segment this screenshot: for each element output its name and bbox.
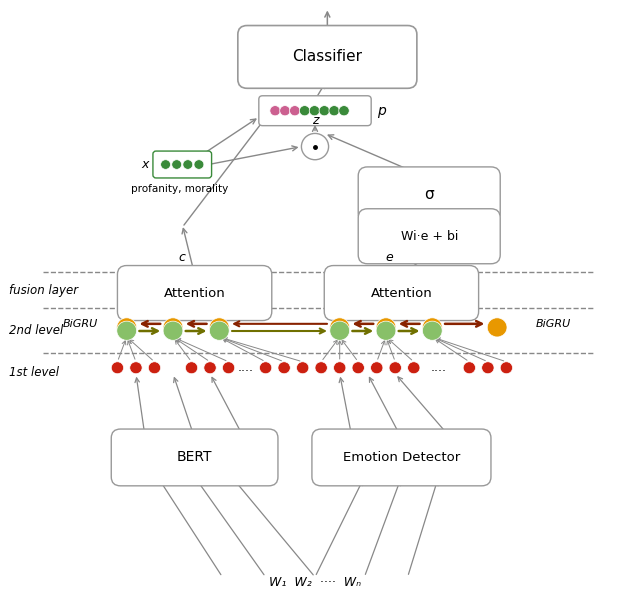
Circle shape <box>209 318 229 337</box>
FancyBboxPatch shape <box>112 429 278 486</box>
Circle shape <box>299 106 310 116</box>
Text: Attention: Attention <box>370 287 432 300</box>
Circle shape <box>148 362 161 374</box>
Circle shape <box>352 362 364 374</box>
Circle shape <box>117 318 137 337</box>
FancyBboxPatch shape <box>259 96 371 126</box>
Circle shape <box>163 321 183 340</box>
Text: ....: .... <box>430 361 447 375</box>
Text: BERT: BERT <box>177 450 212 464</box>
Text: fusion layer: fusion layer <box>9 284 79 296</box>
Circle shape <box>423 318 442 337</box>
Circle shape <box>260 362 272 374</box>
Circle shape <box>329 106 340 116</box>
Text: Classifier: Classifier <box>292 49 362 65</box>
Circle shape <box>301 134 329 160</box>
Circle shape <box>270 106 280 116</box>
Circle shape <box>172 160 181 170</box>
Text: 2nd level: 2nd level <box>9 324 64 337</box>
Circle shape <box>161 160 171 170</box>
Circle shape <box>423 321 442 340</box>
FancyBboxPatch shape <box>324 265 479 320</box>
Circle shape <box>482 362 494 374</box>
Text: Wi·e + bi: Wi·e + bi <box>401 230 458 243</box>
FancyBboxPatch shape <box>358 167 500 222</box>
FancyBboxPatch shape <box>358 209 500 264</box>
Circle shape <box>194 160 204 170</box>
FancyBboxPatch shape <box>153 151 212 178</box>
Circle shape <box>330 318 350 337</box>
Text: Attention: Attention <box>164 287 226 300</box>
Text: 1st level: 1st level <box>9 366 59 379</box>
Circle shape <box>183 160 193 170</box>
Circle shape <box>112 362 123 374</box>
Circle shape <box>278 362 290 374</box>
Text: Emotion Detector: Emotion Detector <box>343 451 460 464</box>
Circle shape <box>185 362 198 374</box>
Circle shape <box>389 362 401 374</box>
Circle shape <box>339 106 349 116</box>
Circle shape <box>330 321 350 340</box>
Circle shape <box>408 362 420 374</box>
Circle shape <box>209 321 229 340</box>
Circle shape <box>333 362 346 374</box>
Text: x: x <box>141 158 149 171</box>
Circle shape <box>487 318 507 337</box>
Circle shape <box>463 362 476 374</box>
Circle shape <box>500 362 513 374</box>
Text: BiGRU: BiGRU <box>536 320 571 329</box>
Circle shape <box>204 362 216 374</box>
FancyBboxPatch shape <box>238 26 417 88</box>
Text: W₁  W₂  ····  Wₙ: W₁ W₂ ···· Wₙ <box>269 576 361 589</box>
Text: BiGRU: BiGRU <box>62 320 98 329</box>
Circle shape <box>376 318 396 337</box>
Circle shape <box>130 362 142 374</box>
Circle shape <box>280 106 290 116</box>
Text: e: e <box>385 251 393 264</box>
Text: p: p <box>377 104 386 118</box>
Circle shape <box>163 318 183 337</box>
Circle shape <box>297 362 309 374</box>
Text: σ: σ <box>425 187 434 202</box>
Circle shape <box>376 321 396 340</box>
Circle shape <box>117 321 137 340</box>
FancyBboxPatch shape <box>117 265 272 320</box>
Text: profanity, morality: profanity, morality <box>130 184 228 193</box>
Text: ....: .... <box>238 361 254 375</box>
Text: z: z <box>312 115 318 127</box>
Text: c: c <box>179 251 186 264</box>
Circle shape <box>319 106 329 116</box>
Circle shape <box>315 362 328 374</box>
Circle shape <box>309 106 319 116</box>
Circle shape <box>222 362 235 374</box>
Circle shape <box>370 362 383 374</box>
Circle shape <box>290 106 300 116</box>
FancyBboxPatch shape <box>312 429 491 486</box>
